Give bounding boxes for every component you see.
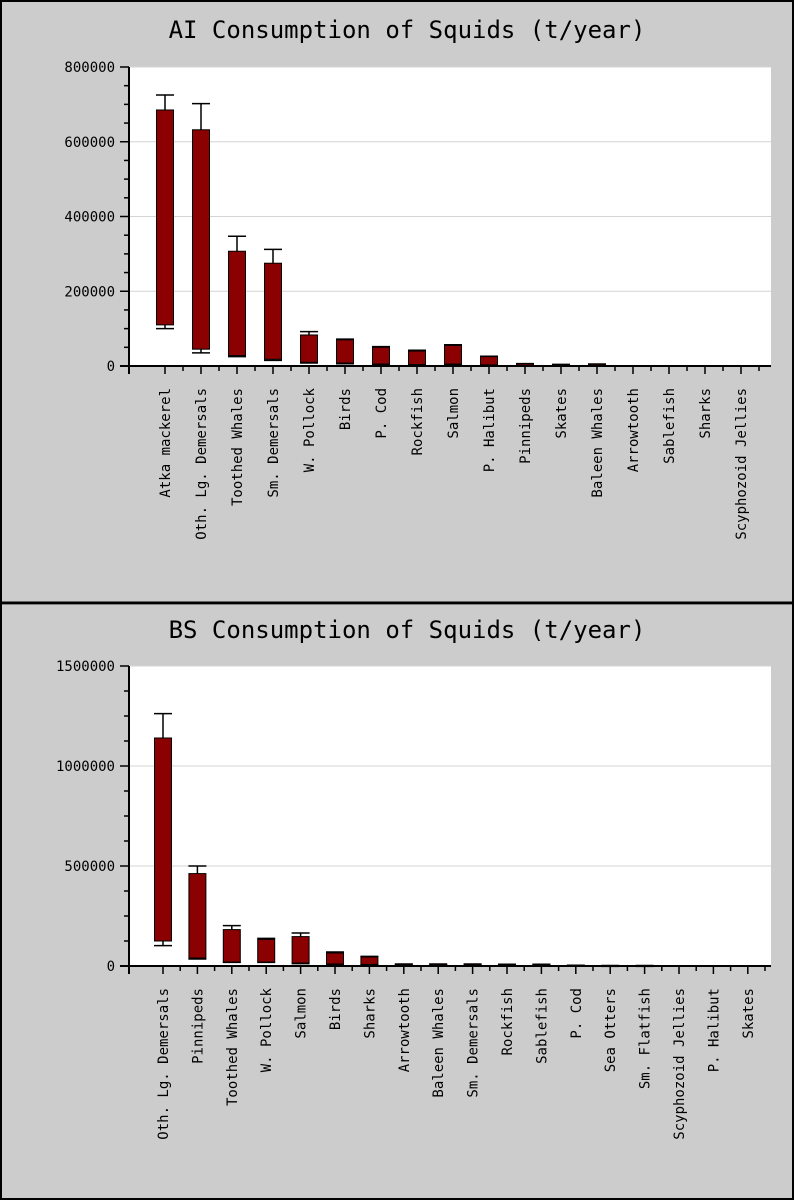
bs-y-tick-labels: 0 500000 1000000 1500000 bbox=[56, 659, 115, 975]
bs-plot-area bbox=[129, 666, 771, 966]
ai-bar bbox=[228, 250, 246, 357]
ai-bar bbox=[336, 339, 354, 364]
ai-bar bbox=[192, 129, 210, 350]
bs-bar bbox=[326, 952, 344, 965]
bs-chart-title: BS Consumption of Squids (t/year) bbox=[169, 616, 646, 644]
bs-x-tick-label: Scyphozoid Jellies bbox=[672, 988, 688, 1140]
bs-x-tick-label: Rockfish bbox=[500, 988, 516, 1055]
bs-x-tick-label: Sea Otters bbox=[603, 988, 619, 1072]
bs-bar bbox=[188, 873, 207, 959]
ai-x-tick-label: Rockfish bbox=[410, 388, 426, 455]
bs-x-tick-labels: Oth. Lg. Demersals Pinnipeds Toothed Whale… bbox=[156, 987, 757, 1139]
ai-y-tick-label: 200000 bbox=[64, 284, 115, 300]
ai-axes bbox=[120, 66, 771, 374]
ai-x-tick-label: Birds bbox=[338, 388, 354, 430]
bs-x-tick-label: Arrowtooth bbox=[397, 988, 413, 1072]
ai-bars bbox=[156, 94, 606, 367]
ai-x-tick-labels: Atka mackerel Oth. Lg. Demersals Toothed W… bbox=[158, 387, 750, 539]
bs-x-tick-label: Pinnipeds bbox=[190, 988, 206, 1064]
bs-x-tick-label: Birds bbox=[328, 988, 344, 1030]
ai-bar bbox=[264, 262, 282, 360]
bs-y-tick-label: 1500000 bbox=[56, 659, 115, 675]
ai-x-tick-label: Toothed Whales bbox=[230, 388, 246, 506]
bs-x-tick-label: P. Cod bbox=[569, 988, 585, 1039]
bs-gridlines bbox=[129, 665, 771, 867]
bs-x-tick-label: P. Halibut bbox=[706, 988, 722, 1072]
ai-bar bbox=[156, 109, 174, 326]
ai-x-tick-label: Baleen Whales bbox=[590, 388, 606, 498]
ai-bar bbox=[408, 350, 426, 366]
bs-consumption-chart: BS Consumption of Squids (t/year) 0 50000… bbox=[0, 605, 794, 1200]
ai-x-tick-label: P. Halibut bbox=[482, 388, 498, 472]
ai-bar bbox=[372, 346, 390, 365]
bs-x-tick-label: Baleen Whales bbox=[431, 988, 447, 1098]
ai-y-tick-labels: 0 200000 400000 600000 800000 bbox=[64, 60, 115, 375]
ai-x-tick-label: Scyphozoid Jellies bbox=[734, 388, 750, 540]
bs-x-tick-label: Sm. Flatfish bbox=[638, 988, 654, 1089]
ai-x-tick-label: Oth. Lg. Demersals bbox=[194, 388, 210, 540]
ai-x-tick-label: Atka mackerel bbox=[158, 388, 174, 498]
ai-y-tick-label: 400000 bbox=[64, 210, 115, 226]
bs-bar bbox=[360, 956, 379, 965]
bs-x-tick-label: Skates bbox=[741, 988, 757, 1039]
ai-bar bbox=[300, 334, 318, 363]
bs-x-tick-label: Sm. Demersals bbox=[466, 988, 482, 1098]
ai-bar bbox=[480, 356, 498, 366]
ai-x-tick-label: P. Cod bbox=[374, 388, 390, 439]
ai-x-tick-label: Pinnipeds bbox=[518, 388, 534, 464]
bs-x-tick-label: Salmon bbox=[294, 988, 310, 1039]
bs-bar bbox=[222, 929, 241, 963]
ai-y-tick-label: 800000 bbox=[64, 60, 115, 76]
ai-x-tick-label: Salmon bbox=[446, 388, 462, 439]
ai-x-tick-label: Skates bbox=[554, 388, 570, 439]
bs-x-tick-label: W. Pollock bbox=[259, 987, 275, 1072]
bs-y-tick-label: 500000 bbox=[64, 859, 115, 875]
bs-bar bbox=[257, 938, 276, 963]
ai-chart-title: AI Consumption of Squids (t/year) bbox=[169, 16, 646, 44]
bs-y-tick-label: 1000000 bbox=[56, 759, 115, 775]
ai-x-tick-label: Arrowtooth bbox=[626, 388, 642, 472]
bs-x-tick-label: Oth. Lg. Demersals bbox=[156, 988, 172, 1140]
bs-y-tick-label: 0 bbox=[107, 959, 115, 975]
bs-axes bbox=[120, 665, 771, 974]
ai-x-tick-label: W. Pollock bbox=[302, 387, 318, 472]
ai-y-tick-label: 0 bbox=[107, 359, 115, 375]
ai-bar bbox=[444, 344, 462, 365]
bs-x-tick-label: Toothed Whales bbox=[225, 988, 241, 1106]
ai-consumption-chart: AI Consumption of Squids (t/year) 0 20000… bbox=[0, 0, 794, 603]
bs-x-tick-label: Sablefish bbox=[534, 988, 550, 1064]
bs-bar bbox=[291, 936, 310, 964]
ai-x-tick-label: Sablefish bbox=[662, 388, 678, 464]
ai-x-tick-label: Sharks bbox=[698, 388, 714, 439]
bs-x-tick-label: Sharks bbox=[362, 988, 378, 1039]
ai-x-tick-label: Sm. Demersals bbox=[266, 388, 282, 498]
ai-y-tick-label: 600000 bbox=[64, 135, 115, 151]
bs-bar bbox=[154, 737, 172, 942]
